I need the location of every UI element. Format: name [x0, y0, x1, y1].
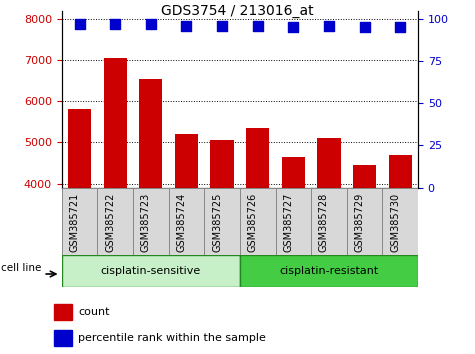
Text: count: count	[78, 307, 110, 317]
Bar	[175, 134, 198, 348]
Text: GSM385722: GSM385722	[105, 193, 115, 252]
Point	[325, 23, 332, 29]
Text: GSM385729: GSM385729	[354, 193, 365, 252]
Bar	[353, 165, 376, 348]
Point	[111, 21, 119, 27]
Text: GSM385723: GSM385723	[141, 193, 151, 252]
Text: GDS3754 / 213016_at: GDS3754 / 213016_at	[161, 4, 314, 18]
Point	[361, 25, 369, 30]
Bar	[104, 58, 127, 348]
Bar	[204, 188, 240, 255]
Bar	[282, 157, 305, 348]
Bar	[276, 188, 311, 255]
Bar	[240, 255, 418, 287]
Bar	[62, 255, 240, 287]
Point	[76, 21, 84, 27]
Text: percentile rank within the sample: percentile rank within the sample	[78, 332, 266, 343]
Text: GSM385726: GSM385726	[247, 193, 257, 252]
Bar	[139, 79, 162, 348]
Bar	[97, 188, 133, 255]
Point	[396, 25, 404, 30]
Text: GSM385721: GSM385721	[69, 193, 80, 252]
Bar	[54, 304, 72, 320]
Text: cell line: cell line	[1, 263, 42, 273]
Bar	[382, 188, 418, 255]
Point	[182, 23, 190, 29]
Bar	[68, 109, 91, 348]
Bar	[311, 188, 347, 255]
Text: GSM385727: GSM385727	[283, 193, 293, 252]
Text: GSM385730: GSM385730	[390, 193, 400, 252]
Point	[147, 21, 155, 27]
Text: GSM385724: GSM385724	[176, 193, 186, 252]
Bar	[347, 188, 382, 255]
Bar	[210, 140, 234, 348]
Bar	[389, 155, 412, 348]
Point	[254, 23, 261, 29]
Text: cisplatin-resistant: cisplatin-resistant	[279, 266, 379, 276]
Bar	[246, 128, 269, 348]
Bar	[54, 330, 72, 346]
Bar	[169, 188, 204, 255]
Text: cisplatin-sensitive: cisplatin-sensitive	[101, 266, 201, 276]
Text: GSM385728: GSM385728	[319, 193, 329, 252]
Text: GSM385725: GSM385725	[212, 193, 222, 252]
Bar	[240, 188, 276, 255]
Point	[289, 25, 297, 30]
Point	[218, 23, 226, 29]
Bar	[133, 188, 169, 255]
Bar	[62, 188, 97, 255]
Bar	[317, 138, 341, 348]
